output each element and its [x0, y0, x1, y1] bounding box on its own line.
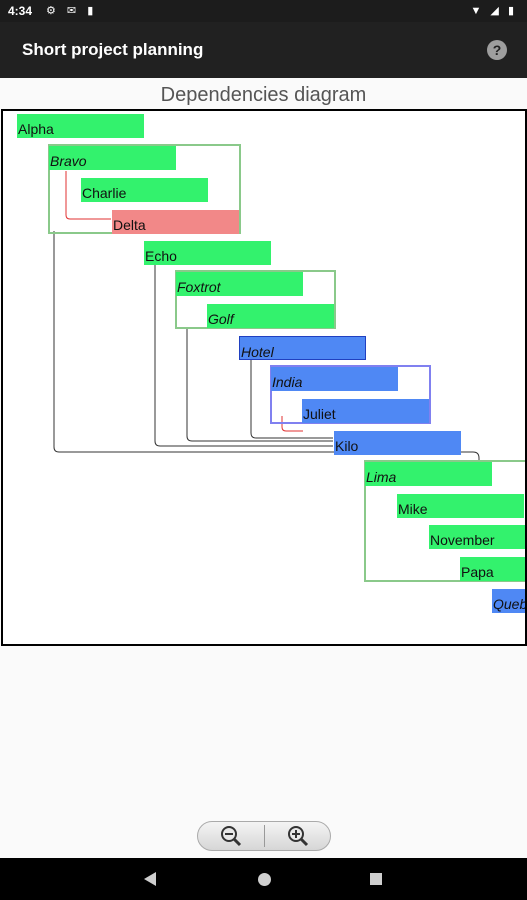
task-bravo[interactable]: Bravo	[49, 146, 176, 170]
task-mike[interactable]: Mike	[397, 494, 524, 518]
task-november[interactable]: November	[429, 525, 525, 549]
task-foxtrot[interactable]: Foxtrot	[176, 272, 303, 296]
group-india	[270, 365, 431, 424]
task-alpha[interactable]: Alpha	[17, 114, 144, 138]
status-time: 4:34	[8, 4, 33, 18]
group-lima	[364, 460, 525, 582]
task-kilo[interactable]: Kilo	[334, 431, 461, 455]
home-icon[interactable]	[258, 873, 271, 886]
task-golf[interactable]: Golf	[207, 304, 334, 328]
task-quebec[interactable]: Quebec	[492, 589, 525, 613]
zoom-out-button[interactable]	[198, 822, 264, 850]
task-hotel[interactable]: Hotel	[239, 336, 366, 360]
task-delta[interactable]: Delta	[112, 210, 239, 234]
dependency-lines	[53, 171, 480, 461]
recent-apps-icon[interactable]	[370, 873, 382, 885]
zoom-in-button[interactable]	[265, 822, 331, 850]
help-icon[interactable]: ?	[487, 40, 507, 60]
task-charlie[interactable]: Charlie	[81, 178, 208, 202]
notification-icons: ⚙ ✉ ▮	[46, 5, 98, 17]
task-india[interactable]: India	[271, 367, 398, 391]
task-echo[interactable]: Echo	[144, 241, 271, 265]
back-icon[interactable]	[144, 872, 156, 886]
zoom-divider	[264, 825, 265, 847]
app-title: Short project planning	[22, 40, 204, 59]
navigation-bar	[0, 858, 527, 900]
dependencies-diagram[interactable]: Alpha Bravo Charlie Delta Echo Foxtrot G…	[1, 109, 527, 646]
task-lima[interactable]: Lima	[365, 462, 492, 486]
zoom-control	[197, 821, 331, 851]
system-status-icons: ▼ ◢ ▮	[470, 5, 517, 17]
app-bar: Short project planning ?	[0, 22, 527, 78]
group-foxtrot	[175, 270, 336, 329]
diagram-title: Dependencies diagram	[160, 84, 367, 106]
task-papa[interactable]: Papa	[460, 557, 525, 581]
zoom-out-icon	[221, 826, 242, 847]
task-juliet[interactable]: Juliet	[302, 399, 429, 423]
status-bar: 4:34 ⚙ ✉ ▮ ▼ ◢ ▮	[0, 0, 527, 22]
zoom-in-icon	[288, 826, 309, 847]
